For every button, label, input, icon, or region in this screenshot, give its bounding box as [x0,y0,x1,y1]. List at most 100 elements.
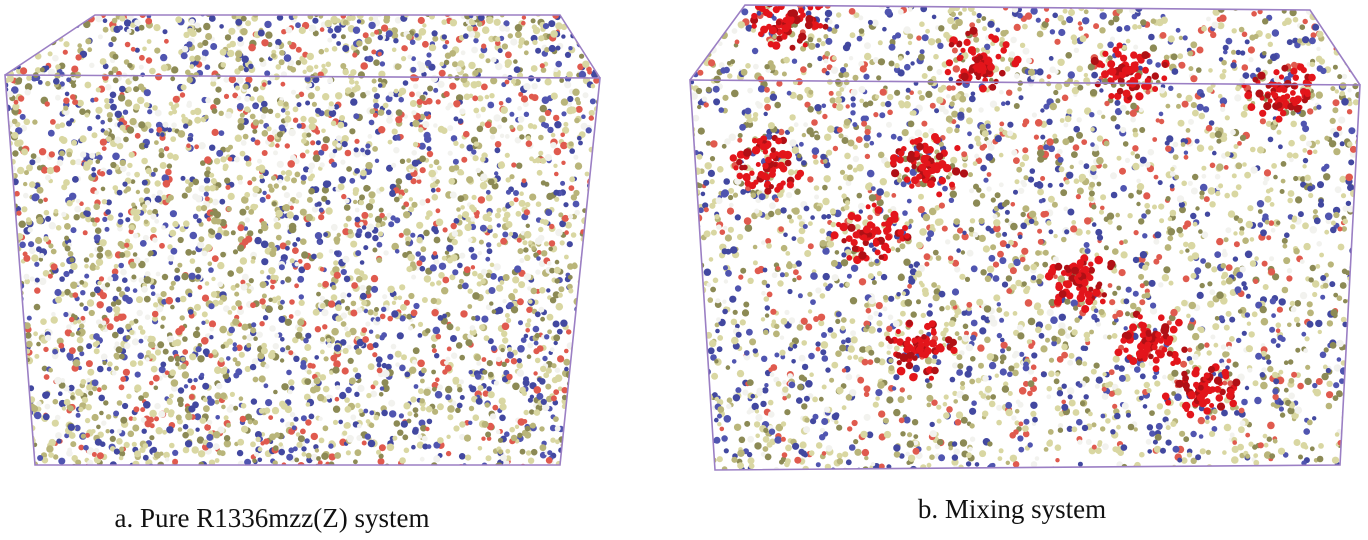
atom [138,338,144,344]
atom [351,86,358,93]
atom [441,255,447,261]
atom [306,196,313,203]
atom [531,24,538,30]
atom [826,64,833,71]
atom [1110,172,1117,180]
atom [459,421,466,428]
atom [1196,103,1204,111]
atom [308,187,315,195]
atom [87,125,93,132]
atom [349,79,355,85]
atom [815,462,821,468]
atom [584,228,590,234]
atom [5,171,7,177]
atom [312,308,320,316]
atom [29,276,35,282]
atom [509,124,514,130]
atom [1226,345,1232,351]
atom [452,269,459,276]
atom [144,420,152,428]
atom [1133,44,1139,50]
atom [61,211,67,217]
atom [43,197,48,203]
atom [366,285,372,292]
atom [64,91,70,97]
atom [324,47,329,53]
atom [318,48,325,55]
atom [334,396,340,402]
atom [232,342,237,347]
atom [11,131,19,139]
atom [64,235,70,241]
atom [474,213,480,219]
atom [945,239,951,245]
atom [9,358,16,366]
atom [257,446,263,452]
atom [518,199,526,207]
atom [116,428,122,434]
atom [119,446,125,452]
atom [546,288,551,293]
atom [170,384,178,392]
atom [186,41,193,48]
atom [1332,107,1339,114]
atom [167,355,175,362]
atom [534,237,543,245]
atom [235,18,243,26]
atom [353,199,358,205]
atom [1355,275,1360,284]
atom [388,221,395,228]
atom [64,24,70,30]
atom [240,15,247,22]
atom [472,155,479,162]
atom [268,297,273,302]
atom [490,134,496,140]
atom [148,341,155,348]
atom [195,195,203,203]
atom [165,457,170,462]
atom [421,297,428,303]
atom [138,142,146,150]
atom [965,461,972,467]
atom [70,227,77,234]
atom [111,17,118,24]
atom [581,388,587,395]
atom [321,63,326,69]
atom [471,316,476,321]
atom [25,441,31,447]
atom [279,49,285,56]
atom [391,47,397,53]
atom [303,393,311,401]
atom [365,321,371,327]
atom [306,52,314,61]
atom [464,15,472,20]
atom [574,162,583,170]
atom [210,80,217,87]
atom [289,299,295,305]
atom [683,138,690,145]
atom [126,28,132,34]
atom [244,458,252,465]
atom [459,143,465,149]
atom [379,61,386,67]
atom [321,186,329,194]
atom [12,344,19,351]
atom [72,176,79,183]
atom [261,342,267,349]
atom [183,384,189,389]
atom [924,357,933,365]
atom [33,9,38,14]
atom [871,19,879,27]
atom [841,368,847,373]
atom [472,95,479,102]
atom [422,121,430,128]
atom [132,416,137,422]
atom [292,336,299,344]
atom [1012,311,1018,316]
atom [5,142,10,150]
atom [752,112,759,118]
atom [131,202,136,207]
atom [367,134,373,139]
atom [510,306,519,314]
atom [207,398,215,406]
